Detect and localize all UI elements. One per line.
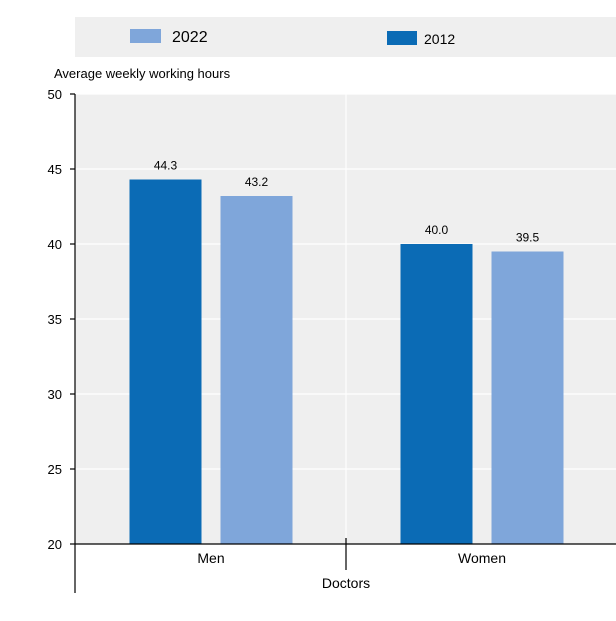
bar-value-label: 39.5: [516, 231, 540, 245]
axes: [74, 94, 616, 593]
x-category-label: Men: [197, 550, 224, 566]
legend-background: [75, 17, 616, 57]
y-tick-label: 30: [48, 387, 62, 402]
y-tick-label: 40: [48, 237, 62, 252]
legend-label-2022: 2022: [172, 29, 208, 46]
bar-value-label: 40.0: [425, 223, 449, 237]
bar-value-label: 44.3: [154, 159, 178, 173]
bar-women-2022: [491, 251, 564, 544]
y-tick-label: 25: [48, 462, 62, 477]
x-axis-title: Doctors: [322, 575, 370, 591]
x-axis-labels: Men Women: [197, 550, 506, 566]
bar-women-2012: [400, 244, 473, 544]
bar-value-labels: 44.3 43.2 40.0 39.5: [154, 159, 540, 245]
legend-swatch-2022: [130, 29, 161, 43]
bars: [129, 179, 564, 544]
legend-swatch-2012: [387, 31, 417, 45]
legend: 2022 2012: [130, 29, 455, 47]
bar-men-2012: [129, 179, 202, 544]
x-category-label: Women: [458, 550, 506, 566]
bar-men-2022: [220, 196, 293, 544]
legend-label-2012: 2012: [424, 31, 455, 47]
y-tick-label: 50: [48, 87, 62, 102]
y-axis-title: Average weekly working hours: [54, 66, 231, 81]
y-tick-label: 45: [48, 162, 62, 177]
bar-value-label: 43.2: [245, 175, 269, 189]
y-tick-label: 35: [48, 312, 62, 327]
y-axis-ticks: 20 25 30 35 40 45 50: [48, 87, 75, 552]
y-tick-label: 20: [48, 537, 62, 552]
